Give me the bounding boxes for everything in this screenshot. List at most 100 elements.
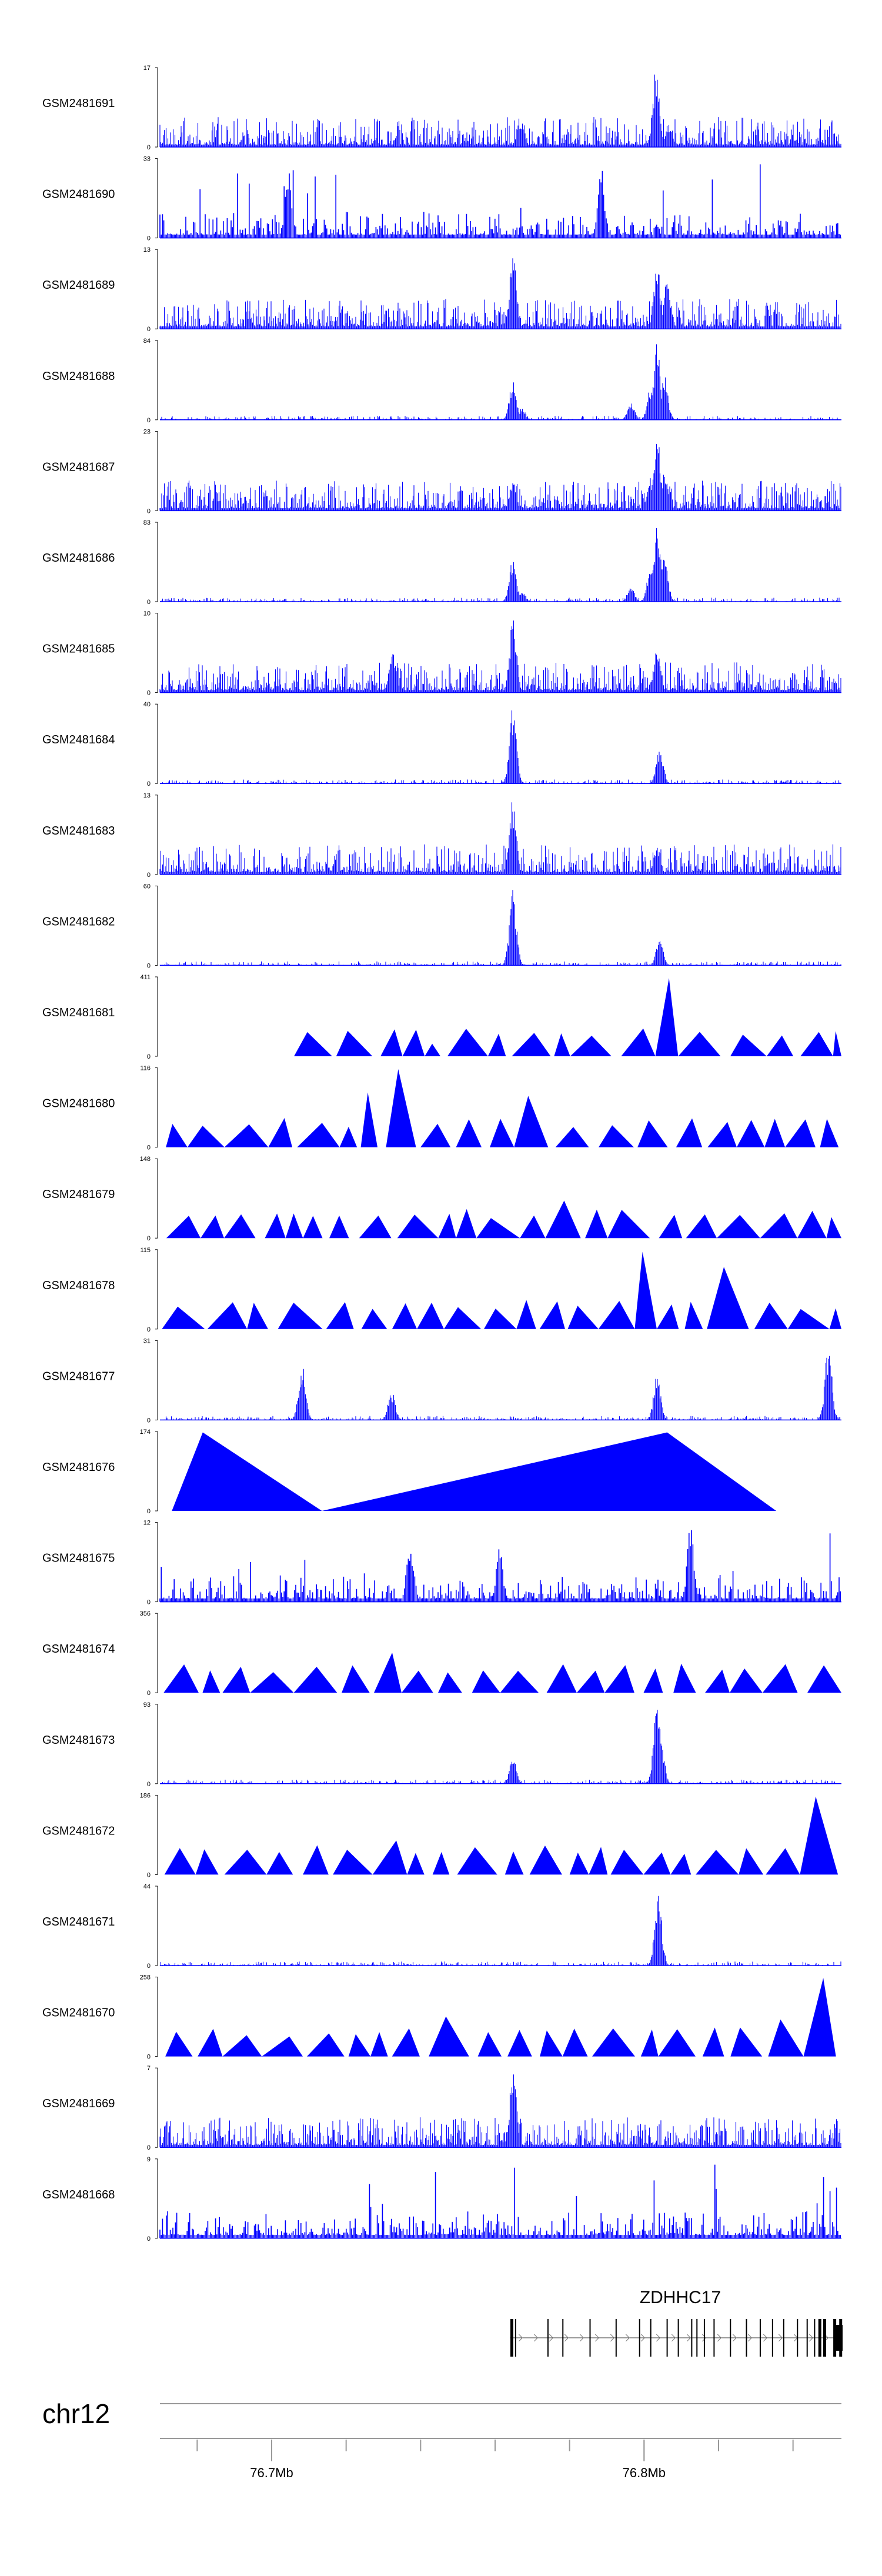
chromosome-label: chr12 xyxy=(42,2398,110,2429)
coverage-mark xyxy=(684,1302,703,1329)
y-zero-label: 0 xyxy=(147,780,151,788)
track-label: GSM2481683 xyxy=(42,825,115,837)
coverage-mark xyxy=(736,1120,765,1147)
coverage-mark xyxy=(576,1670,605,1693)
coverage-mark xyxy=(417,1302,444,1329)
coverage-mark xyxy=(729,1668,763,1693)
track-GSM2481675: GSM2481675 12 0 xyxy=(42,1520,841,1606)
coverage-mark xyxy=(505,1851,524,1875)
signal-bars xyxy=(159,1896,841,1966)
track-GSM2481683: GSM2481683 13 0 xyxy=(42,792,841,879)
track-GSM2481679: GSM2481679 148 0 xyxy=(42,1156,841,1242)
coverage-mark xyxy=(512,1033,551,1056)
coverage-mark xyxy=(787,1309,830,1329)
strand-arrow xyxy=(717,2334,722,2342)
gene-exon xyxy=(713,2319,715,2357)
gene-exon xyxy=(666,2319,668,2357)
coverage-mark xyxy=(754,1302,788,1329)
coverage-mark xyxy=(797,1210,827,1239)
track-GSM2481668: GSM2481668 9 0 xyxy=(42,2156,841,2243)
coverage-mark xyxy=(166,1216,201,1239)
coverage-mark xyxy=(333,1850,373,1875)
gene-exon xyxy=(759,2319,761,2357)
signal-bars xyxy=(159,443,841,511)
coverage-mark xyxy=(490,1119,514,1147)
y-max-label: 148 xyxy=(140,1156,151,1163)
coverage-mark xyxy=(224,1124,269,1147)
coverage-mark xyxy=(265,1213,286,1239)
y-max-label: 10 xyxy=(143,610,151,618)
coverage-mark xyxy=(833,1031,841,1056)
track-GSM2481681: GSM2481681 411 0 xyxy=(42,974,841,1060)
coverage-mark xyxy=(800,1796,838,1875)
y-zero-label: 0 xyxy=(147,1871,151,1878)
strand-arrow xyxy=(625,2334,630,2342)
track-GSM2481670: GSM2481670 258 0 xyxy=(42,1974,836,2061)
coverage-mark xyxy=(222,2035,262,2057)
coverage-mark xyxy=(457,1847,497,1875)
y-zero-label: 0 xyxy=(147,1326,151,1333)
y-max-label: 83 xyxy=(143,519,151,526)
track-label: GSM2481684 xyxy=(42,733,115,746)
gene-exon xyxy=(771,2319,773,2357)
coverage-mark xyxy=(401,1670,433,1693)
y-zero-label: 0 xyxy=(147,2144,151,2151)
gene-exon xyxy=(691,2319,693,2357)
gene-exon xyxy=(823,2319,826,2357)
coverage-mark xyxy=(402,1029,425,1056)
coverage-mark xyxy=(598,1300,635,1329)
strand-arrow xyxy=(594,2334,600,2342)
gene-exon xyxy=(703,2319,705,2357)
coverage-mark xyxy=(554,1033,570,1056)
strand-arrow xyxy=(747,2334,753,2342)
coverage-mark xyxy=(187,1126,225,1147)
coverage-mark xyxy=(429,2016,469,2057)
coverage-mark xyxy=(659,1214,683,1239)
y-max-label: 13 xyxy=(143,246,151,253)
track-GSM2481686: GSM2481686 83 0 xyxy=(42,519,841,606)
y-max-label: 258 xyxy=(140,1974,151,1981)
coverage-mark xyxy=(456,1209,477,1239)
strand-arrow xyxy=(533,2334,539,2342)
coverage-mark xyxy=(361,1309,387,1329)
track-GSM2481689: GSM2481689 13 0 xyxy=(42,246,841,333)
coverage-mark xyxy=(202,1670,220,1693)
strand-arrow xyxy=(579,2334,584,2342)
coverage-mark xyxy=(676,1118,703,1147)
y-zero-label: 0 xyxy=(147,872,151,879)
y-max-label: 356 xyxy=(140,1610,151,1617)
signal-bars xyxy=(159,890,841,966)
y-max-label: 13 xyxy=(143,792,151,799)
coverage-mark xyxy=(610,1850,644,1875)
coverage-mark xyxy=(655,977,679,1056)
coverage-mark xyxy=(359,1215,392,1239)
track-GSM2481672: GSM2481672 186 0 xyxy=(42,1792,838,1878)
strand-arrow xyxy=(640,2334,646,2342)
x-tick-label: 76.7Mb xyxy=(250,2465,293,2480)
y-zero-label: 0 xyxy=(147,417,151,424)
track-label: GSM2481678 xyxy=(42,1279,115,1292)
signal-bars xyxy=(159,620,841,693)
coverage-mark xyxy=(407,1853,425,1875)
y-zero-label: 0 xyxy=(147,2054,151,2061)
coverage-mark xyxy=(520,1215,546,1239)
track-GSM2481676: GSM2481676 174 0 xyxy=(42,1429,777,1515)
y-zero-label: 0 xyxy=(147,1963,151,1970)
signal-bars xyxy=(159,164,841,238)
track-GSM2481669: GSM2481669 7 0 xyxy=(42,2065,841,2151)
coverage-mark xyxy=(297,1123,340,1147)
coverage-mark xyxy=(686,1214,717,1239)
strand-arrow xyxy=(701,2334,707,2342)
y-max-label: 44 xyxy=(143,1883,151,1890)
coverage-mark xyxy=(621,1028,656,1056)
gene-exon xyxy=(639,2319,640,2357)
y-max-label: 186 xyxy=(140,1792,151,1799)
coverage-mark xyxy=(829,1308,841,1329)
coverage-mark xyxy=(392,1303,417,1329)
strand-arrow xyxy=(564,2334,569,2342)
gene-exon xyxy=(589,2319,591,2357)
strand-arrow xyxy=(656,2334,661,2342)
coverage-mark xyxy=(360,1092,377,1147)
track-label: GSM2481676 xyxy=(42,1461,115,1474)
